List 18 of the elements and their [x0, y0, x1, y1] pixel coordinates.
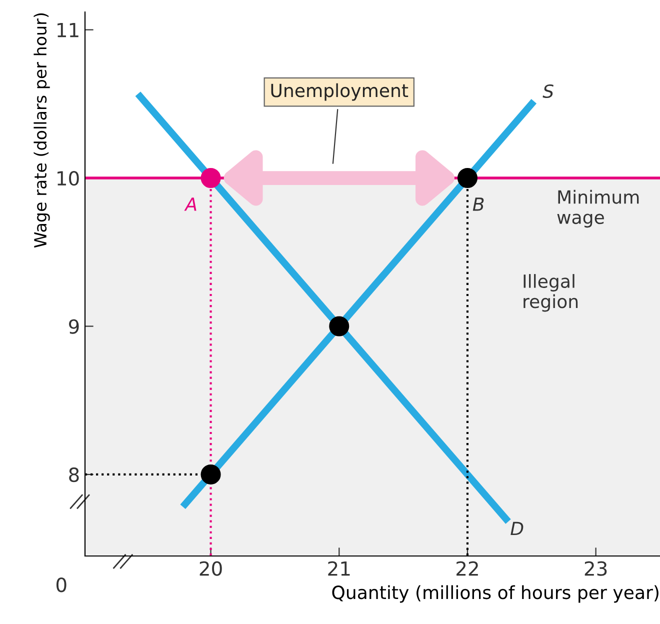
annotation: B — [472, 198, 484, 211]
y-tick-label: 8 — [69, 467, 79, 482]
y-tick-label: 11 — [58, 23, 78, 38]
x-axis-title: Quantity (millions of hours per year) — [332, 585, 658, 603]
y-axis-title: Wage rate (dollars per hour) — [34, 13, 50, 248]
y-tick-label: 10 — [58, 170, 79, 186]
x-tick-label: 21 — [328, 561, 350, 576]
y-tick-label: 9 — [68, 319, 79, 334]
band-label: Illegal region — [524, 274, 578, 312]
x-tick-label: 20 — [200, 561, 222, 576]
x-tick-label: 22 — [456, 561, 478, 576]
x-tick-label: 23 — [584, 561, 607, 576]
ref-line-label: Minimum wage — [557, 190, 639, 228]
text: 0 — [56, 577, 66, 592]
annotation: A — [184, 198, 196, 211]
annotation: S — [542, 84, 554, 98]
annotation: D — [510, 522, 524, 536]
annotation: Unemployment — [271, 83, 408, 101]
